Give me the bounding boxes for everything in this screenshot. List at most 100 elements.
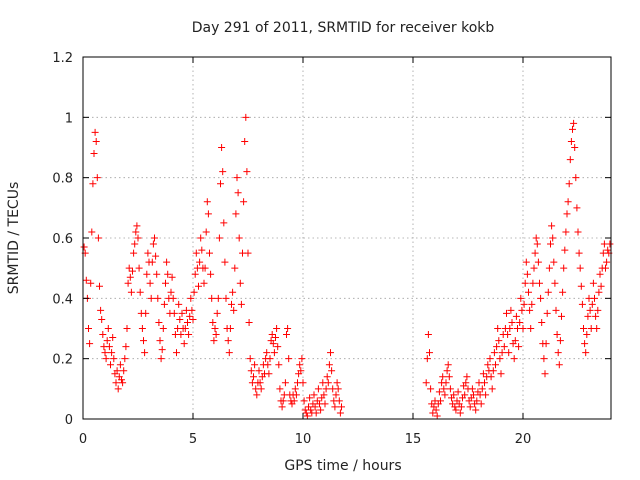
data-point [102,355,110,363]
data-point [156,337,164,345]
y-tick-label: 1 [65,111,73,126]
data-point [472,406,480,414]
data-point [292,391,300,399]
data-point [88,228,96,236]
data-point [251,361,259,369]
data-point [517,294,525,302]
data-point [577,282,585,290]
data-point [528,300,536,308]
data-point [338,403,345,411]
data-point [197,234,205,242]
data-point [519,325,527,332]
data-point [563,210,571,218]
data-point [526,306,534,314]
data-point [479,370,487,378]
data-point [463,373,471,381]
data-point [581,340,589,348]
data-point [559,288,567,296]
data-point [138,325,146,332]
data-point [274,343,282,351]
data-point [178,309,186,317]
data-point [518,306,526,314]
data-point [200,279,208,287]
data-point [486,355,494,363]
data-point [497,370,505,378]
data-point [201,264,209,272]
data-point [268,331,276,339]
data-point [181,325,189,332]
data-point [146,279,154,287]
data-point [241,137,249,145]
data-point [211,325,219,332]
data-point [427,385,435,393]
data-point [504,331,512,339]
data-point [545,264,553,272]
data-point [306,394,314,402]
data-point [291,385,299,393]
data-point [160,300,168,308]
data-point [510,355,518,363]
data-point [537,294,545,302]
data-point [444,361,452,369]
data-point [187,294,195,302]
data-point [439,373,447,381]
data-point [93,174,101,182]
data-point [310,391,318,399]
data-point [195,282,202,290]
data-point [101,349,109,357]
data-point [549,234,557,242]
data-point [333,379,341,387]
data-point [126,273,134,281]
data-point [314,385,322,393]
data-point [490,349,498,357]
data-point [173,349,180,357]
x-axis-label: GPS time / hours [284,458,401,474]
data-point [112,379,120,387]
data-point [515,343,523,351]
data-point [525,288,532,296]
data-point [157,355,165,363]
data-point [87,279,95,287]
data-point [127,288,135,296]
data-point [224,337,232,345]
data-point [226,325,234,332]
data-point [571,144,579,151]
data-point [312,409,320,417]
data-point [235,234,243,242]
data-point [523,270,531,278]
data-point [192,249,200,257]
data-point [327,349,334,357]
y-tick-labels: 0 0.2 0.4 0.6 0.8 1 1.2 [52,51,73,428]
data-point [290,397,298,405]
data-point [120,367,128,375]
data-point [303,412,311,420]
data-point [99,331,107,339]
data-point [451,403,459,411]
data-point [324,379,332,387]
data-point [148,258,156,266]
data-point [558,312,565,320]
data-point [325,361,333,369]
data-point [441,391,449,399]
data-point [597,282,605,290]
data-point [135,264,143,272]
data-point [110,355,118,363]
data-point [86,340,94,348]
data-point [297,367,305,375]
data-point [478,385,486,393]
data-point [144,249,152,257]
data-point [482,391,490,399]
data-point [130,249,138,257]
data-point [233,174,241,182]
data-point [121,355,129,363]
data-point [96,282,103,290]
data-point [426,349,433,357]
data-point [278,403,286,411]
data-point [167,288,175,296]
data-point [462,379,470,387]
data-point [552,306,560,314]
data-point [446,385,454,393]
data-point [422,379,430,387]
data-point [141,349,149,357]
data-point [511,337,519,345]
